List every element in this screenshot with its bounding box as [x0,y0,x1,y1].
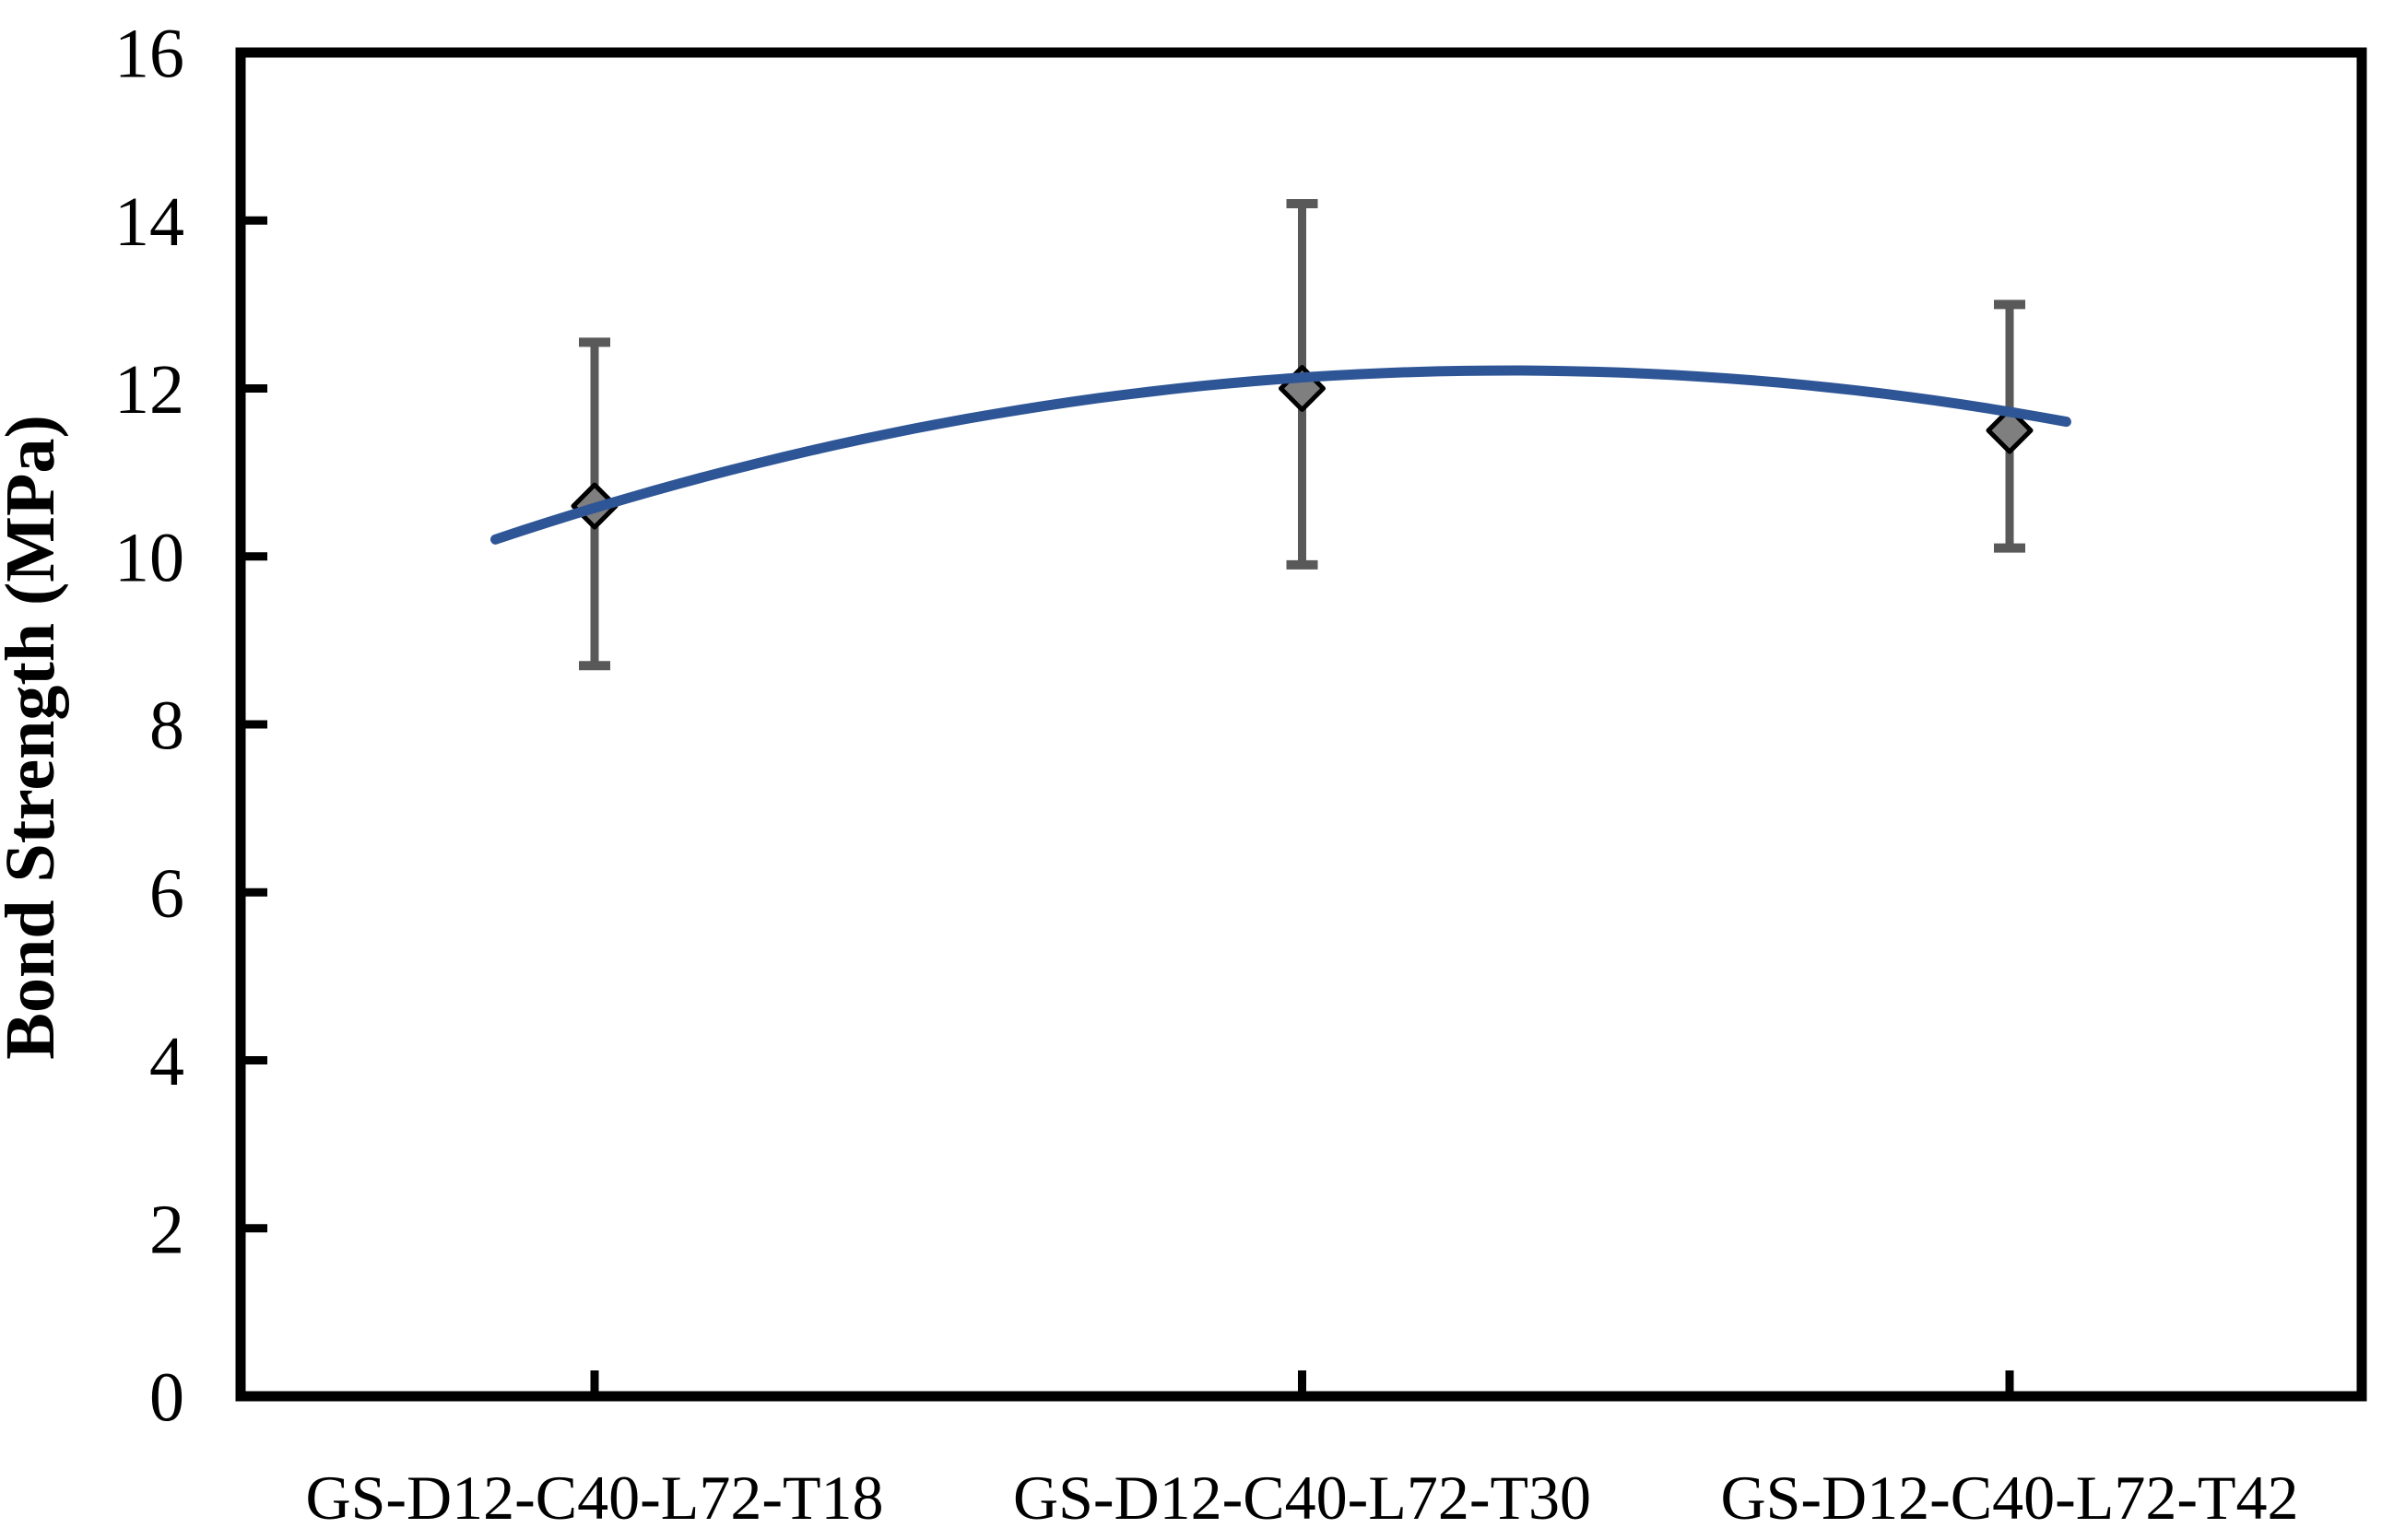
y-tick-labels: 0 2 4 6 8 10 12 14 16 [114,16,184,1437]
y-tick-label: 16 [114,16,184,93]
y-tick-label: 12 [114,351,184,429]
category-label: GS-D12-C40-L72-T30 [1013,1463,1591,1533]
y-tick-label: 8 [149,688,184,765]
category-label: GS-D12-C40-L72-T42 [1720,1463,2298,1533]
y-tick-label: 6 [149,855,184,933]
category-labels: GS-D12-C40-L72-T18 GS-D12-C40-L72-T30 GS-D… [305,1463,2298,1533]
trendline-path [490,365,2071,545]
y-axis-title: Bond Strength (MPa) [0,415,69,1060]
y-tick-label: 0 [149,1359,184,1437]
axis-ticks [245,216,2014,1392]
data-point-markers [571,365,2034,530]
y-tick-label: 4 [149,1023,184,1100]
y-tick-label: 10 [114,519,184,596]
y-tick-label: 14 [114,183,184,261]
error-bars [579,199,2025,671]
plot-frame [235,47,2367,1402]
trendline-group [490,365,2071,545]
category-label: GS-D12-C40-L72-T18 [305,1463,883,1533]
data-point-diamond [1986,406,2034,454]
y-tick-label: 2 [149,1191,184,1268]
